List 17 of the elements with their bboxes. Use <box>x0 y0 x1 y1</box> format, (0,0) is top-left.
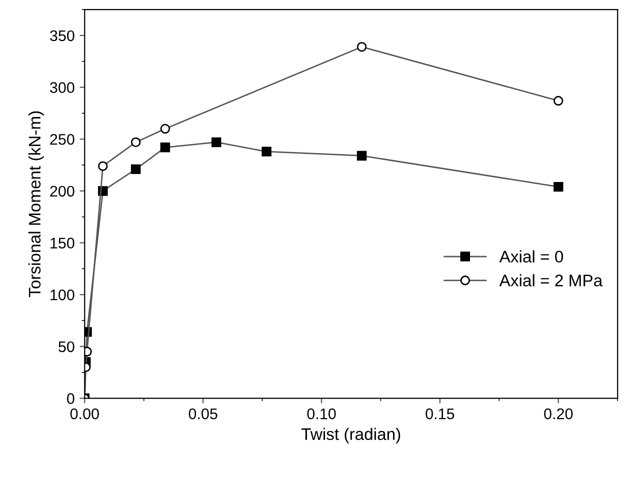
y-tick-label: 0 <box>67 393 74 404</box>
y-axis-title: Torsional Moment (kN-m) <box>28 111 44 298</box>
x-tick-label: 0.05 <box>188 408 218 420</box>
y-tick-label: 250 <box>50 134 74 145</box>
x-tick-label: 0.15 <box>426 408 454 420</box>
x-tick-label: 0.00 <box>70 408 99 420</box>
legend-label: Axial = 0 <box>499 250 564 263</box>
x-axis-title: Twist (radian) <box>301 428 400 444</box>
x-tick-label: 0.10 <box>307 408 336 420</box>
y-tick-label: 300 <box>50 82 74 93</box>
x-tick-label: 0.20 <box>544 408 573 420</box>
y-tick-label: 350 <box>50 30 74 42</box>
y-tick-label: 100 <box>50 289 74 300</box>
legend-label: Axial = 2 MPa <box>499 274 603 286</box>
y-tick-label: 200 <box>50 186 74 197</box>
y-tick-label: 50 <box>58 341 74 352</box>
y-tick-label: 150 <box>50 238 74 248</box>
